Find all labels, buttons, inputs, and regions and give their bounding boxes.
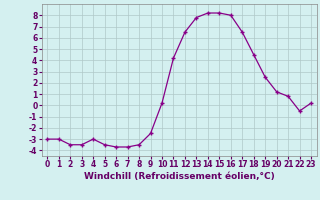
X-axis label: Windchill (Refroidissement éolien,°C): Windchill (Refroidissement éolien,°C): [84, 172, 275, 181]
